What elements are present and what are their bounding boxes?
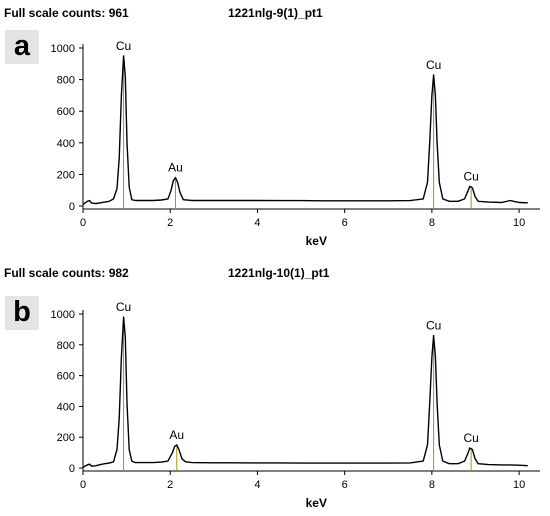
x-tick-label: 10 (513, 479, 525, 491)
full-scale-counts-label: Full scale counts: 961 (4, 6, 129, 20)
y-tick-label: 0 (69, 463, 75, 475)
panel-label: a (5, 30, 39, 64)
x-tick-label: 2 (167, 217, 173, 229)
y-tick-label: 400 (57, 401, 75, 413)
x-tick-label: 4 (254, 479, 260, 491)
y-tick-label: 800 (57, 340, 75, 352)
sample-name-label: 1221nlg-10(1)_pt1 (228, 266, 330, 280)
x-tick-label: 0 (80, 479, 86, 491)
eds-spectrum-chart: 0 200 400 600 800 1000 0 2 4 6 8 10 keV Cu Au Cu Cu (51, 300, 540, 510)
spectrum-line (82, 316, 528, 468)
x-tick-label: 10 (513, 217, 525, 229)
x-tick-label: 6 (342, 217, 348, 229)
y-tick-label: 400 (57, 138, 75, 150)
y-tick-label: 600 (57, 106, 75, 118)
x-tick-label: 8 (429, 479, 435, 491)
y-tick-label: 600 (57, 371, 75, 383)
x-tick-label: 0 (80, 217, 86, 229)
y-tick-label: 200 (57, 432, 75, 444)
peak-label: Au (168, 161, 183, 175)
sample-name-label: 1221nlg-9(1)_pt1 (228, 6, 323, 20)
y-tick-label: 200 (57, 169, 75, 181)
peak-label: Cu (463, 169, 478, 183)
peak-label: Cu (463, 431, 478, 445)
x-axis-title: keV (306, 496, 327, 510)
y-tick-label: 0 (69, 201, 75, 213)
y-tick-label: 1000 (51, 43, 75, 55)
y-tick-label: 1000 (51, 309, 75, 321)
x-tick-label: 6 (342, 479, 348, 491)
spectrum-panel-b: Full scale counts: 982 1221nlg-10(1)_pt1… (0, 258, 550, 516)
peak-label: Cu (426, 319, 441, 333)
panel-label: b (5, 296, 39, 330)
peak-label: Cu (116, 300, 131, 314)
x-tick-label: 2 (167, 479, 173, 491)
x-tick-label: 4 (254, 217, 260, 229)
x-tick-label: 8 (429, 217, 435, 229)
peak-label: Au (169, 428, 184, 442)
y-tick-label: 800 (57, 75, 75, 87)
peak-label: Cu (116, 39, 131, 53)
spectrum-line (82, 55, 528, 205)
eds-spectrum-chart: 0 200 400 600 800 1000 0 2 4 6 8 10 keV Cu Au Cu Cu (51, 39, 540, 248)
full-scale-counts-label: Full scale counts: 982 (4, 266, 129, 280)
x-axis-title: keV (306, 234, 327, 248)
peak-label: Cu (426, 58, 441, 72)
spectrum-panel-a: Full scale counts: 961 1221nlg-9(1)_pt1 … (4, 6, 540, 248)
